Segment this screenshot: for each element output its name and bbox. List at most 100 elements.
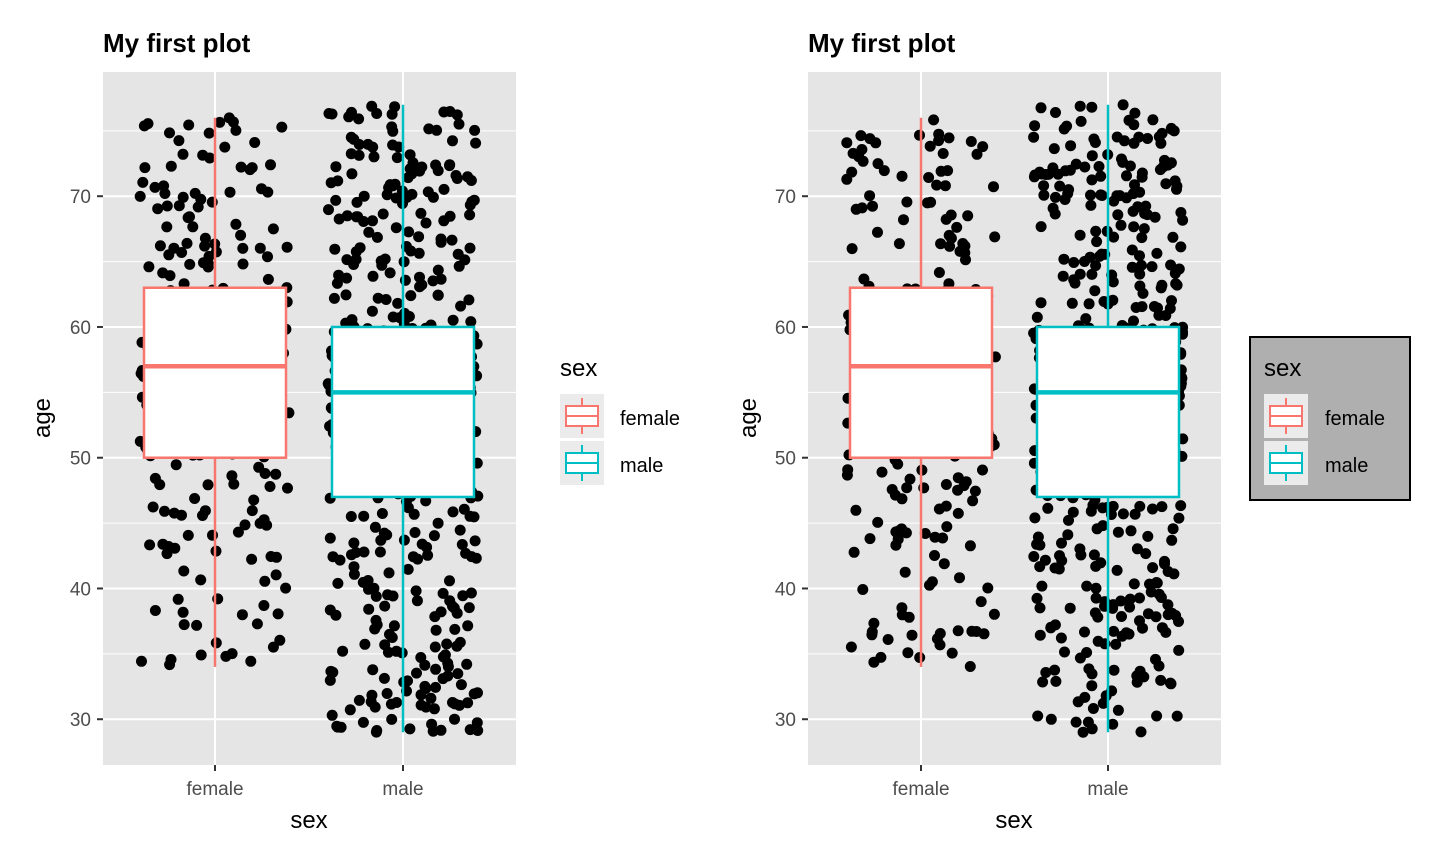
data-point xyxy=(371,231,383,243)
data-point xyxy=(254,517,266,529)
data-point xyxy=(246,505,258,517)
data-point xyxy=(462,620,474,632)
y-tick-label: 30 xyxy=(70,710,91,731)
data-point xyxy=(425,692,437,704)
data-point xyxy=(429,611,441,623)
data-point xyxy=(149,181,161,193)
data-point xyxy=(1156,622,1168,634)
data-point xyxy=(430,663,442,675)
x-axis-label: sex xyxy=(290,807,327,834)
data-point xyxy=(387,139,399,151)
data-point xyxy=(463,294,475,306)
data-point xyxy=(452,668,464,680)
data-point xyxy=(142,118,154,130)
data-point xyxy=(1083,663,1095,675)
data-point xyxy=(254,242,266,254)
data-point xyxy=(391,152,403,164)
data-point xyxy=(449,713,460,725)
data-point xyxy=(465,175,477,186)
data-point xyxy=(265,551,277,562)
data-point xyxy=(1079,161,1091,173)
y-tick-label: 60 xyxy=(70,318,91,339)
data-point xyxy=(1040,667,1052,678)
data-point xyxy=(437,651,449,663)
data-point xyxy=(1068,257,1080,268)
data-point xyxy=(441,638,453,650)
data-point xyxy=(896,170,908,182)
data-point xyxy=(187,221,199,233)
data-point xyxy=(376,508,388,519)
data-point xyxy=(1032,531,1044,543)
data-point xyxy=(855,130,867,142)
data-point xyxy=(1061,120,1073,132)
data-point xyxy=(136,655,147,667)
data-point xyxy=(1059,646,1070,658)
data-point xyxy=(164,127,175,139)
data-point xyxy=(340,289,352,301)
data-point xyxy=(857,584,869,595)
data-point xyxy=(232,526,244,538)
data-point xyxy=(1117,99,1129,111)
data-point xyxy=(1173,512,1185,524)
data-point xyxy=(890,539,902,551)
data-point xyxy=(1112,209,1124,221)
data-point xyxy=(1147,503,1158,515)
data-point xyxy=(438,215,450,227)
data-point xyxy=(1086,268,1098,280)
data-point xyxy=(404,723,416,735)
data-point xyxy=(421,541,433,553)
data-point xyxy=(348,568,360,580)
data-point xyxy=(362,138,374,150)
data-point xyxy=(841,469,853,481)
data-point xyxy=(182,212,194,224)
data-point xyxy=(1147,562,1159,574)
data-point xyxy=(1091,236,1103,248)
data-point xyxy=(415,689,427,701)
data-point xyxy=(1112,526,1124,538)
data-point xyxy=(435,233,447,245)
data-point xyxy=(456,539,468,550)
data-point xyxy=(841,137,853,149)
data-point xyxy=(387,125,399,137)
data-point xyxy=(270,468,282,480)
data-point xyxy=(432,264,444,276)
data-point xyxy=(1038,180,1050,192)
data-point xyxy=(405,245,417,257)
data-point xyxy=(1086,680,1098,692)
data-point xyxy=(353,113,365,125)
data-point xyxy=(253,461,265,473)
data-point xyxy=(898,214,909,226)
data-point xyxy=(246,553,258,565)
data-point xyxy=(945,232,957,244)
data-point xyxy=(1031,592,1043,604)
data-point xyxy=(1097,697,1109,709)
data-point xyxy=(1085,505,1097,517)
data-point xyxy=(378,672,390,684)
data-point xyxy=(966,625,978,637)
data-point xyxy=(466,551,477,563)
data-point xyxy=(856,144,868,155)
data-point xyxy=(935,238,947,250)
box-male xyxy=(1035,325,1181,499)
data-point xyxy=(1096,248,1108,260)
data-point xyxy=(1029,512,1041,524)
data-point xyxy=(1108,231,1120,243)
data-point xyxy=(149,605,161,616)
data-point xyxy=(461,658,473,670)
data-point xyxy=(177,606,189,618)
data-point xyxy=(988,181,999,193)
data-point xyxy=(381,688,393,699)
data-point xyxy=(390,222,402,234)
data-point xyxy=(951,221,963,233)
data-point xyxy=(464,242,476,254)
box-female xyxy=(848,286,994,459)
data-point xyxy=(1150,653,1161,665)
data-point xyxy=(380,294,392,305)
data-point xyxy=(1153,588,1165,600)
data-point xyxy=(1165,678,1177,690)
data-point xyxy=(379,600,391,612)
data-point xyxy=(281,241,293,253)
data-point xyxy=(1151,577,1162,588)
data-point xyxy=(914,652,926,663)
data-point xyxy=(1157,161,1169,173)
